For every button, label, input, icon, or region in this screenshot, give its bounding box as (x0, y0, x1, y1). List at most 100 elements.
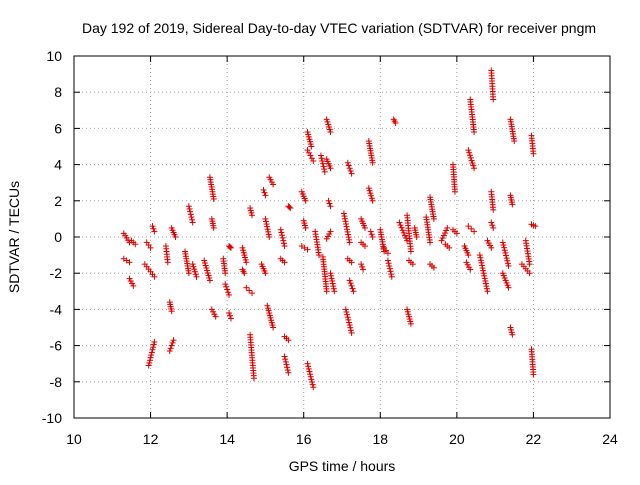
data-point (341, 215, 348, 222)
data-point (227, 244, 234, 251)
data-point (471, 228, 478, 235)
x-axis-label: GPS time / hours (289, 458, 396, 474)
data-point (532, 223, 539, 230)
data-point (346, 165, 353, 172)
data-point (189, 216, 196, 223)
data-point (345, 231, 352, 238)
data-point (505, 284, 512, 291)
data-point (478, 259, 485, 266)
data-point (325, 197, 332, 204)
data-point (227, 315, 234, 322)
data-point (470, 162, 477, 169)
y-tick-label: -2 (50, 265, 63, 281)
data-point (465, 223, 472, 230)
data-point (439, 235, 446, 242)
data-point (490, 224, 497, 231)
data-point (451, 188, 458, 195)
data-point (344, 159, 351, 166)
data-point (483, 283, 490, 290)
data-point (477, 254, 484, 261)
data-point (344, 314, 351, 321)
data-point (344, 228, 351, 235)
data-point (185, 203, 192, 210)
data-point (402, 235, 409, 242)
data-point (396, 219, 403, 226)
data-point (441, 230, 448, 237)
data-point (304, 147, 311, 154)
data-point (149, 223, 156, 230)
data-point (326, 200, 333, 207)
data-point (343, 221, 350, 228)
data-point (327, 270, 334, 277)
data-point (490, 206, 497, 213)
data-point (326, 126, 333, 133)
data-point (270, 324, 277, 331)
data-point (392, 119, 399, 126)
data-point (347, 324, 354, 331)
x-tick-label: 10 (66, 431, 82, 447)
data-point (347, 280, 354, 287)
data-point (361, 243, 368, 250)
data-point (348, 329, 355, 336)
data-point (482, 277, 489, 284)
data-point (323, 116, 330, 123)
data-point (146, 357, 153, 364)
data-point (262, 215, 269, 222)
data-point (189, 219, 196, 226)
data-point (341, 213, 348, 220)
data-point (479, 262, 486, 269)
data-point (505, 262, 512, 269)
data-point (279, 232, 286, 239)
data-point (316, 252, 323, 259)
data-point (150, 225, 157, 232)
data-point (469, 160, 476, 167)
data-point (367, 228, 374, 235)
data-point (343, 309, 350, 316)
data-point (369, 234, 376, 240)
data-point (440, 232, 447, 239)
data-point (481, 275, 488, 282)
data-point (281, 353, 288, 360)
data-point (190, 263, 197, 270)
grid-layer (74, 56, 610, 418)
data-point (345, 162, 352, 169)
data-point (368, 195, 375, 202)
data-point (488, 219, 495, 226)
data-point (484, 288, 491, 295)
data-point (191, 268, 198, 275)
data-point (347, 327, 354, 334)
data-point (308, 376, 315, 383)
x-tick-label: 20 (449, 431, 465, 447)
data-point (413, 234, 420, 240)
data-point (401, 232, 408, 239)
y-tick-label: 4 (54, 157, 62, 173)
data-point (150, 344, 157, 351)
data-point (503, 255, 510, 262)
data-point (483, 285, 490, 292)
data-point (530, 150, 537, 157)
chart-title: Day 192 of 2019, Sidereal Day-to-day VTE… (82, 20, 596, 36)
data-point (308, 155, 315, 162)
data-point (193, 273, 200, 280)
data-point (348, 282, 355, 289)
data-point (446, 244, 453, 251)
y-tick-label: 8 (54, 84, 62, 100)
data-point (166, 348, 173, 355)
data-point (261, 189, 268, 196)
data-point (466, 152, 473, 159)
data-point (249, 290, 256, 297)
data-point (187, 208, 194, 215)
data-point (358, 261, 365, 268)
data-point (282, 356, 289, 363)
data-point (399, 227, 406, 234)
data-point (490, 96, 497, 103)
data-point (304, 360, 311, 367)
data-point (307, 152, 314, 159)
data-point (164, 259, 171, 266)
data-point (320, 163, 327, 170)
data-point (489, 222, 496, 229)
data-point (407, 320, 414, 327)
data-point (304, 246, 311, 253)
data-point (226, 310, 233, 317)
data-point (345, 234, 352, 241)
